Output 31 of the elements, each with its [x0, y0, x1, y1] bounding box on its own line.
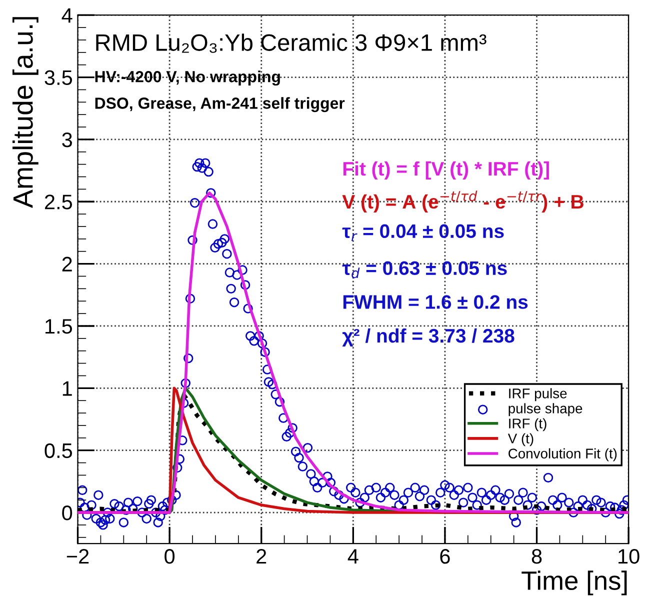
- annotation: χ² / ndf = 3.73 / 238: [342, 328, 514, 347]
- x-axis-title: Time [ns]: [522, 570, 627, 596]
- text: HV:-4200 V, No wrapping DSO, Grease, Am-241 self trigger: [95, 70, 345, 112]
- y-tick-label: 3: [62, 132, 72, 148]
- y-tick-label: 0.5: [44, 443, 72, 458]
- y-tick-label: 4: [62, 8, 72, 23]
- y-axis-title: Amplitude [a.u.]: [12, 17, 38, 208]
- x-tick-label: 2: [256, 549, 266, 564]
- legend-label: V (t): [508, 433, 534, 446]
- y-tick-label: 2.5: [44, 194, 72, 210]
- y-tick-label: 0: [62, 506, 72, 520]
- y-tick-label: 1: [62, 381, 72, 396]
- x-tick-label: 6: [440, 549, 450, 564]
- y-tick-label: 1.5: [46, 319, 72, 334]
- x-tick-label: 0: [164, 549, 175, 564]
- annotation: Fit (t) = f [V (t) * IRF (t)]: [343, 161, 549, 180]
- x-tick-label: 8: [532, 549, 542, 564]
- annotation: τ$_{d}$ = 0.63 ± 0.05 ns: [342, 261, 507, 278]
- legend-label: Convolution Fit (t): [508, 448, 617, 462]
- legend-label: pulse shape: [508, 403, 582, 416]
- y-tick-label: 3.5: [44, 70, 72, 86]
- y-tick-label: 2: [62, 256, 72, 272]
- legend-label: IRF pulse: [509, 388, 567, 402]
- annotation: V (t) = A (e$^{−t/τd}$ - e$^{−t/τr}$) + B: [342, 190, 584, 212]
- annotation: τ$_{r}$ = 0.04 ± 0.05 ns: [342, 224, 504, 242]
- annotation: FWHM = 1.6 ± 0.2 ns: [343, 295, 528, 309]
- x-tick-label: −2: [66, 549, 89, 564]
- text: RMD Lu₂O₃:Yb Ceramic 3 Φ9×1 mm³: [96, 34, 486, 53]
- legend-label: IRF (t): [509, 418, 546, 432]
- x-tick-label: 4: [348, 549, 358, 564]
- x-tick-label: 10: [618, 549, 640, 564]
